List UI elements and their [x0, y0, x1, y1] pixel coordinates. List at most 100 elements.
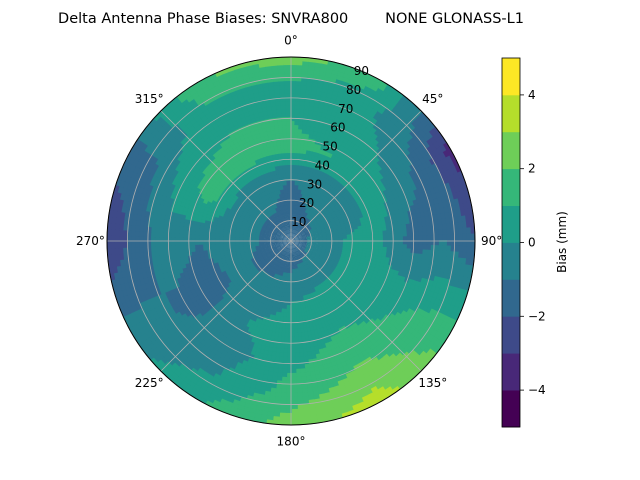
contour-cell — [308, 221, 313, 226]
contour-cell — [310, 212, 315, 217]
contour-cell — [302, 189, 306, 195]
contour-cell — [313, 215, 319, 220]
contour-cell — [298, 205, 302, 211]
contour-cell — [296, 221, 300, 227]
contour-cell — [300, 210, 304, 216]
contour-cell — [303, 212, 308, 217]
contour-cell — [309, 179, 314, 185]
contour-cell — [310, 207, 316, 213]
contour-cell — [301, 206, 305, 212]
contour-cell — [310, 188, 315, 194]
contour-cell — [297, 227, 301, 232]
contour-cell — [293, 233, 297, 238]
contour-cell — [298, 228, 303, 233]
contour-cell — [295, 225, 298, 230]
contour-cell — [303, 185, 307, 192]
contour-cell — [299, 214, 303, 220]
contour-cell — [299, 229, 304, 234]
contour-cell — [296, 221, 299, 227]
contour-cell — [303, 221, 307, 226]
contour-cell — [301, 220, 305, 225]
contour-cell — [298, 218, 302, 223]
contour-cell — [298, 209, 302, 215]
contour-cell — [293, 234, 297, 238]
contour-cell — [296, 231, 300, 236]
contour-cell — [306, 187, 311, 193]
polar-plot-area: 0°45°90°135°180°225°270°315° 10203040506… — [76, 33, 502, 448]
contour-cell — [297, 217, 300, 223]
contour-cell — [307, 191, 312, 197]
contour-cell — [308, 215, 313, 221]
contour-cell — [297, 227, 302, 232]
contour-cell — [300, 201, 304, 207]
contour-cell — [312, 198, 318, 204]
contour-cell — [307, 195, 312, 201]
contour-cell — [298, 227, 302, 232]
contour-cell — [294, 225, 297, 230]
contour-cell — [296, 226, 300, 231]
contour-cell — [303, 222, 308, 227]
contour-cell — [307, 183, 313, 189]
contour-cell — [293, 234, 297, 238]
contour-cell — [305, 186, 309, 192]
contour-cell — [299, 201, 303, 207]
contour-cell — [302, 211, 306, 216]
contour-cell — [306, 213, 311, 219]
contour-cell — [312, 213, 317, 219]
contour-cell — [298, 222, 302, 228]
contour-cell — [306, 219, 311, 224]
contour-cell — [297, 222, 301, 227]
contour-cell — [294, 229, 297, 234]
contour-cell — [302, 220, 306, 225]
contour-cell — [307, 205, 312, 210]
contour-cell — [293, 229, 297, 234]
contour-cell — [303, 202, 307, 208]
contour-cell — [305, 208, 310, 214]
contour-cell — [311, 218, 316, 223]
contour-cell — [312, 208, 318, 214]
contour-cell — [304, 217, 309, 223]
contour-cell — [311, 197, 316, 204]
contour-cell — [292, 233, 296, 238]
contour-cell — [303, 190, 308, 196]
chart-title: Delta Antenna Phase Biases: SNVRA800 NON… — [58, 11, 524, 27]
contour-cell — [311, 180, 316, 186]
contour-cell — [298, 228, 303, 233]
contour-cell — [304, 222, 309, 227]
contour-cell — [352, 168, 359, 176]
contour-cell — [308, 205, 313, 211]
contour-cell — [305, 213, 310, 218]
contour-cell — [302, 194, 307, 200]
contour-cell — [294, 229, 298, 235]
contour-cell — [292, 233, 296, 238]
contour-cell — [293, 233, 296, 238]
contour-cell — [305, 218, 310, 223]
contour-cell — [302, 216, 307, 221]
contour-cell — [295, 225, 298, 231]
contour-cell — [299, 218, 303, 224]
contour-cell — [297, 209, 301, 215]
contour-cell — [292, 233, 296, 238]
contour-cell — [311, 184, 316, 190]
contour-cell — [309, 216, 314, 221]
contour-cell — [302, 206, 307, 212]
contour-cell — [295, 231, 300, 235]
contour-cell — [299, 223, 303, 228]
contour-cell — [299, 205, 303, 211]
contour-cell — [308, 196, 313, 202]
contour-cell — [307, 209, 312, 215]
contour-cell — [299, 218, 302, 224]
contour-cell — [313, 209, 319, 215]
contour-cell — [302, 221, 307, 226]
contour-cell — [308, 187, 313, 193]
contour-cell — [297, 222, 301, 227]
contour-cell — [301, 225, 306, 230]
contour-cell — [301, 225, 305, 230]
contour-cell — [314, 210, 320, 216]
contour-cell — [298, 213, 301, 219]
contour-cell — [309, 206, 314, 212]
contour-cell — [300, 206, 304, 211]
contour-cell — [294, 230, 298, 235]
contour-cell — [306, 204, 311, 210]
